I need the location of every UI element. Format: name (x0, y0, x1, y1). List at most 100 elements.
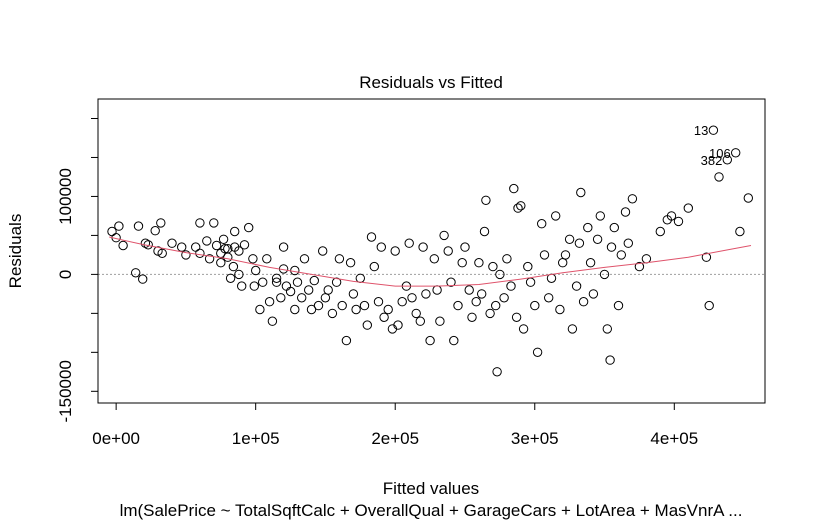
residual-point (379, 312, 389, 322)
residual-point (539, 250, 550, 260)
residual-point (425, 335, 435, 346)
x-tick-label: 3e+05 (511, 429, 559, 448)
residual-point (544, 293, 554, 303)
x-tick-label: 1e+05 (232, 429, 280, 448)
residual-point (341, 335, 352, 346)
residual-point (297, 293, 307, 303)
residual-point (271, 277, 282, 287)
residual-point (220, 244, 230, 254)
y-axis: -150000 0 100000 (56, 117, 99, 423)
residual-point (138, 274, 148, 284)
chart-title: Residuals vs Fitted (359, 73, 503, 92)
residual-point (627, 194, 638, 204)
residual-point (140, 238, 151, 248)
residual-point (320, 293, 331, 303)
residual-point (309, 275, 319, 286)
residual-point (204, 254, 215, 264)
x-axis-label: Fitted values (383, 479, 479, 498)
residual-point (131, 268, 141, 278)
residual-point (373, 297, 384, 307)
residual-point (439, 230, 449, 241)
residual-point (609, 222, 619, 233)
residual-point (239, 240, 250, 250)
residual-point (477, 289, 487, 299)
residual-point (655, 226, 665, 237)
x-tick-label: 0e+00 (92, 429, 140, 448)
residual-point (560, 250, 571, 260)
y-tick-label: 100000 (56, 168, 75, 225)
residual-point (499, 293, 509, 303)
residual-point (701, 252, 712, 262)
residual-point (511, 312, 522, 322)
residual-point (225, 273, 236, 283)
residual-point (731, 148, 741, 158)
residual-point (157, 248, 167, 259)
residual-point (237, 281, 247, 291)
residual-point (714, 172, 724, 182)
residual-point (223, 252, 233, 262)
residual-point (432, 285, 442, 295)
residual-point (485, 308, 495, 319)
residual-point (355, 273, 365, 283)
outlier-label: 382 (701, 153, 723, 168)
residual-point (195, 218, 205, 228)
residual-point (177, 242, 187, 252)
residual-point (641, 254, 652, 264)
residual-point (551, 211, 561, 221)
residual-point (530, 300, 540, 311)
residual-point (327, 308, 338, 319)
y-axis-label: Residuals (6, 214, 25, 289)
residual-point (278, 242, 289, 252)
x-tick-label: 2e+05 (371, 429, 419, 448)
residual-point (576, 187, 586, 198)
residual-point (211, 240, 222, 251)
residual-point (488, 261, 498, 272)
residual-point (348, 289, 359, 299)
residual-point (156, 218, 166, 228)
residual-point (502, 254, 512, 264)
residual-point (532, 347, 543, 357)
residual-point (230, 226, 240, 237)
residual-point (574, 238, 585, 248)
residual-point (118, 240, 128, 251)
residual-point (673, 216, 684, 227)
residual-point (471, 297, 481, 307)
residual-point (234, 269, 244, 280)
smoother-line (109, 236, 752, 287)
residual-point (244, 222, 254, 233)
residual-point (262, 254, 272, 264)
residual-point (258, 277, 268, 287)
data-points (107, 125, 753, 377)
residual-point (578, 297, 589, 307)
residual-point (285, 286, 296, 297)
outlier-label: 106 (709, 146, 731, 161)
residual-point (620, 207, 631, 217)
residual-point (429, 254, 439, 264)
residual-point (722, 155, 732, 165)
residual-point (150, 226, 160, 236)
residual-point (449, 335, 459, 346)
residual-point (492, 367, 502, 377)
residual-point (397, 297, 407, 307)
residual-point (418, 242, 428, 252)
residual-point (351, 304, 361, 315)
residual-point (605, 355, 615, 365)
residual-point (249, 281, 260, 291)
residual-point (191, 242, 201, 252)
residual-point (435, 316, 445, 326)
residual-point (114, 221, 124, 231)
residual-point (267, 316, 278, 326)
residual-point (460, 242, 470, 252)
residual-point (383, 304, 393, 315)
residual-point (234, 246, 244, 256)
outlier-label: 13 (694, 123, 708, 138)
residual-point (421, 289, 431, 299)
residual-point (407, 293, 417, 303)
residual-point (195, 248, 205, 259)
residual-point (583, 222, 593, 233)
residual-point (318, 246, 328, 256)
residual-point (404, 238, 414, 248)
residual-point (616, 250, 626, 260)
